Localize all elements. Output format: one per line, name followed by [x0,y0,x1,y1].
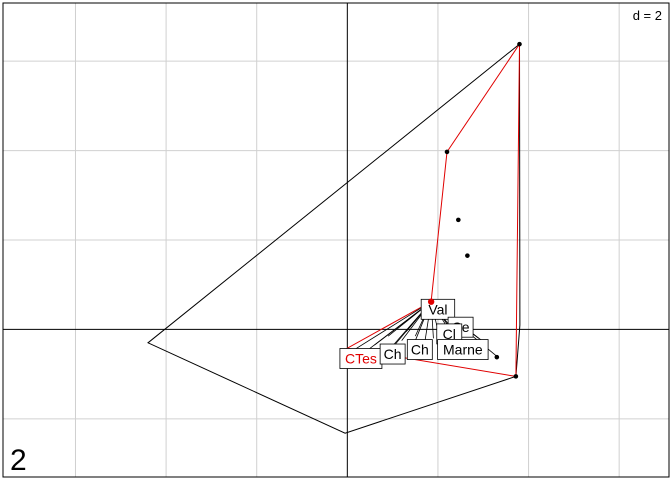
class-label: Marne [437,339,489,360]
class-label-text: Ch [411,342,429,358]
class-link-line [347,301,432,355]
outer-hull [147,43,521,434]
class-label-text: Ch [384,346,402,362]
centre-point [427,298,435,305]
data-point [517,41,522,47]
data-point [444,149,450,155]
zero-axes [3,3,669,477]
red-hull [345,43,520,377]
data-point [465,253,470,258]
outer-hull-line [147,43,521,434]
grid-lines [3,3,669,477]
class-label: CTes [339,348,383,369]
class-label: Val [420,298,456,320]
data-points [427,41,522,379]
data-point [456,217,461,223]
class-label-box [379,343,406,365]
scale-label: d = 2 [633,8,662,23]
class-label-text: Marne [443,342,483,358]
class-label: Cl [436,323,463,345]
class-label: Ch [379,343,406,365]
class-label-text: CTes [345,351,377,367]
red-hull-line [345,43,520,377]
class-label-box [437,339,489,360]
panel-label: 2 [10,444,27,477]
data-point [494,354,500,360]
class-label-text: Cl [443,326,456,342]
class-label-text: Val [428,301,447,317]
class-labels: ValCeClMarneChCTesCh [339,298,489,369]
class-label-box [406,339,433,360]
class-label: Ch [406,339,433,360]
data-point [513,374,519,379]
